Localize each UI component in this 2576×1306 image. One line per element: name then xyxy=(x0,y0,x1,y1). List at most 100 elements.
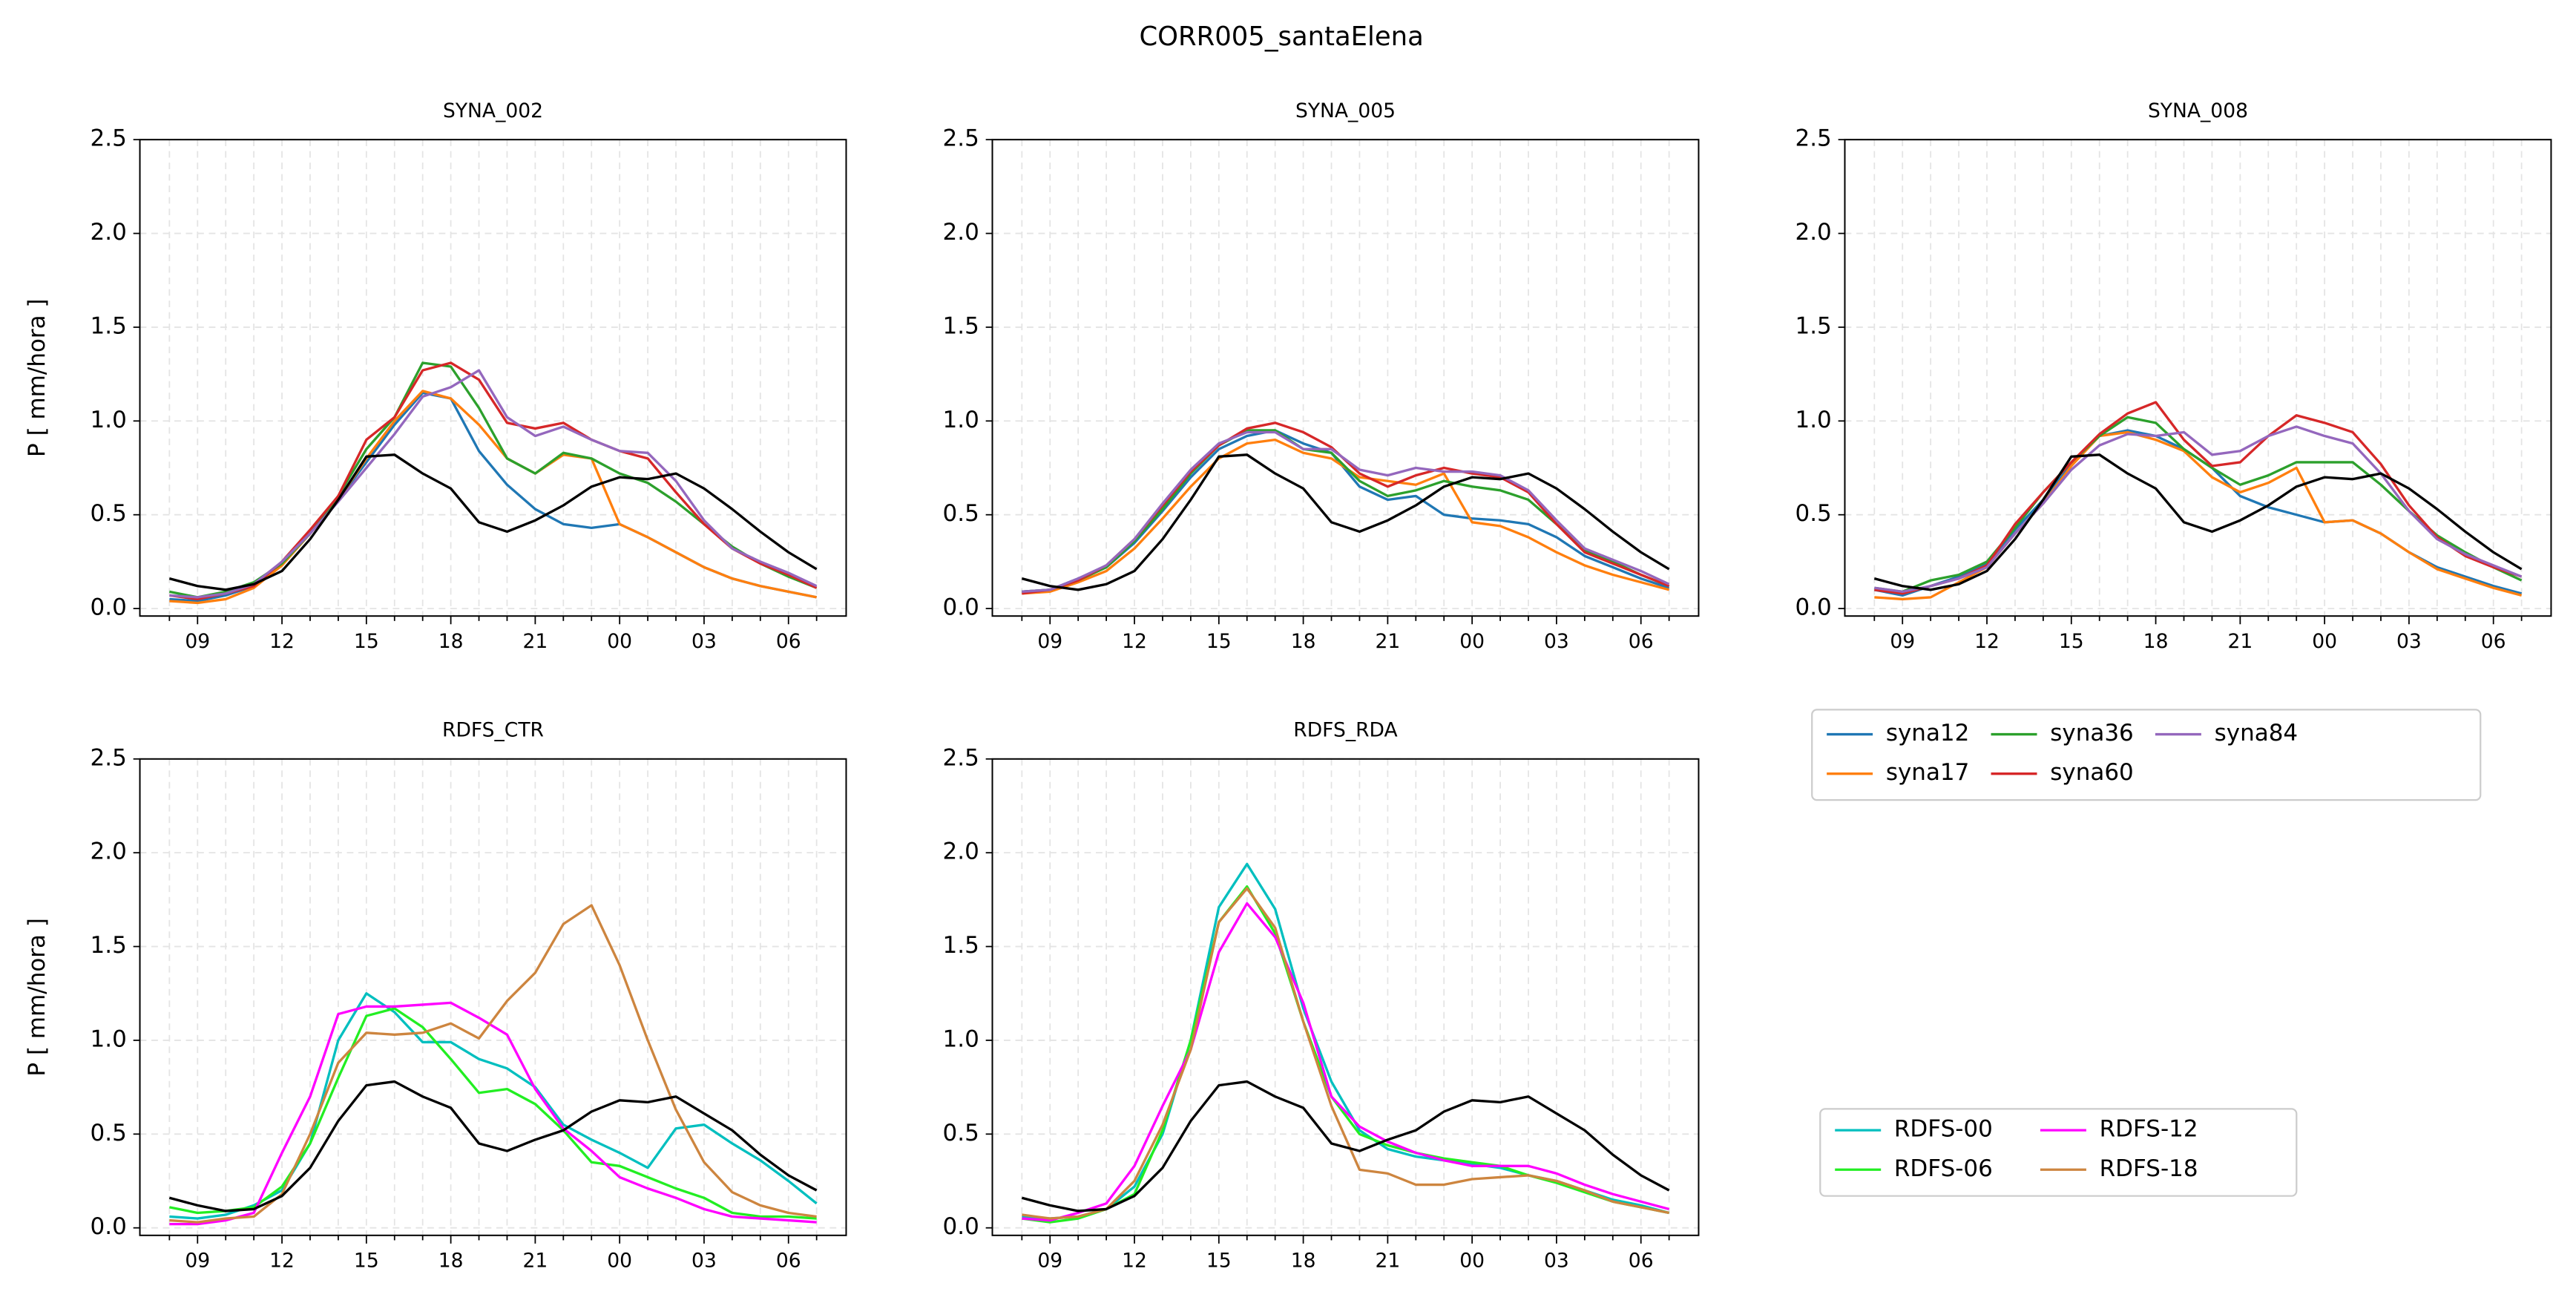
legend-label: syna36 xyxy=(2050,720,2134,746)
legend-label: RDFS-06 xyxy=(1894,1155,1993,1182)
x-tick-label: 06 xyxy=(776,630,801,653)
plot-frame xyxy=(139,139,847,617)
x-tick-label: 12 xyxy=(1122,630,1147,653)
y-axis-label: P [ mm/hora ] xyxy=(24,918,50,1077)
x-tick-label: 15 xyxy=(1206,630,1232,653)
x-tick-label: 00 xyxy=(607,630,632,653)
y-tick-label: 0.0 xyxy=(91,1213,127,1240)
x-tick-label: 06 xyxy=(1629,630,1654,653)
data-line xyxy=(169,1001,817,1226)
legend-label: syna12 xyxy=(1886,720,1970,746)
x-tick-label: 03 xyxy=(691,630,717,653)
plot-frame xyxy=(1844,139,2552,617)
data-line xyxy=(169,992,818,1220)
x-tick-label: 00 xyxy=(607,1250,632,1273)
x-tick-label: 12 xyxy=(1122,1250,1147,1273)
subplot-title: RDFS_RDA xyxy=(1293,719,1397,742)
y-tick-label: 2.0 xyxy=(943,219,979,246)
data-line xyxy=(1022,902,1670,1222)
data-line xyxy=(169,1007,817,1220)
y-tick-label: 2.5 xyxy=(943,125,979,152)
x-tick-label: 03 xyxy=(691,1250,717,1273)
x-tick-label: 09 xyxy=(185,1250,210,1273)
y-tick-label: 1.0 xyxy=(943,407,979,433)
y-tick-label: 2.0 xyxy=(943,839,979,865)
x-tick-label: 12 xyxy=(1974,630,2000,653)
y-tick-label: 1.0 xyxy=(943,1026,979,1052)
y-tick-label: 0.5 xyxy=(943,1120,979,1146)
data-line xyxy=(1021,1080,1670,1213)
subplot-title: SYNA_005 xyxy=(1295,99,1396,122)
plot-frame xyxy=(991,139,1700,617)
x-tick-label: 06 xyxy=(2481,630,2506,653)
x-tick-label: 15 xyxy=(354,1250,379,1273)
legend-label: RDFS-18 xyxy=(2100,1155,2198,1182)
x-tick-label: 12 xyxy=(269,1250,295,1273)
x-tick-label: 21 xyxy=(2227,630,2253,653)
x-tick-label: 18 xyxy=(1291,1250,1316,1273)
y-tick-label: 2.5 xyxy=(91,125,127,152)
x-tick-label: 18 xyxy=(438,1250,464,1273)
y-tick-label: 0.5 xyxy=(943,500,979,527)
x-tick-label: 00 xyxy=(2312,630,2337,653)
legend-box xyxy=(1819,1108,2298,1197)
x-tick-label: 18 xyxy=(1291,630,1316,653)
legend-label: syna17 xyxy=(1886,759,1970,786)
x-tick-label: 03 xyxy=(1544,630,1569,653)
x-tick-label: 18 xyxy=(438,630,464,653)
x-tick-label: 03 xyxy=(1544,1250,1569,1273)
y-tick-label: 1.5 xyxy=(91,932,127,959)
y-tick-label: 1.0 xyxy=(91,1026,127,1052)
legend-label: syna84 xyxy=(2215,720,2299,746)
y-tick-label: 0.0 xyxy=(943,1213,979,1240)
y-tick-label: 0.5 xyxy=(91,1120,127,1146)
data-line xyxy=(1022,430,1670,593)
x-tick-label: 15 xyxy=(354,630,379,653)
plot-frame xyxy=(991,758,1700,1236)
y-axis-label: P [ mm/hora ] xyxy=(24,298,50,457)
x-tick-label: 21 xyxy=(523,630,548,653)
data-line xyxy=(1873,453,2523,591)
y-tick-label: 2.0 xyxy=(91,219,127,246)
data-line xyxy=(1022,885,1669,1224)
legend-box xyxy=(1811,709,2482,801)
x-tick-label: 00 xyxy=(1459,1250,1485,1273)
x-tick-label: 03 xyxy=(2396,630,2422,653)
subplot-title: SYNA_002 xyxy=(443,99,543,122)
x-tick-label: 21 xyxy=(1375,1250,1400,1273)
x-tick-label: 06 xyxy=(1629,1250,1654,1273)
data-line xyxy=(1021,453,1670,591)
data-line xyxy=(168,453,818,591)
y-tick-label: 0.5 xyxy=(1795,500,1831,527)
plot-frame xyxy=(139,758,847,1236)
y-tick-label: 1.0 xyxy=(1795,407,1831,433)
y-tick-label: 1.5 xyxy=(91,312,127,339)
x-tick-label: 18 xyxy=(2143,630,2169,653)
y-tick-label: 2.5 xyxy=(943,744,979,771)
y-tick-label: 2.0 xyxy=(91,839,127,865)
y-tick-label: 2.5 xyxy=(91,744,127,771)
data-line xyxy=(168,1080,818,1213)
y-tick-label: 2.0 xyxy=(1795,219,1831,246)
x-tick-label: 12 xyxy=(269,630,295,653)
subplot-title: RDFS_CTR xyxy=(442,719,544,742)
figure-title: CORR005_santaElena xyxy=(1139,22,1423,52)
legend-label: syna60 xyxy=(2050,759,2134,786)
data-line xyxy=(169,369,818,599)
y-tick-label: 0.0 xyxy=(91,594,127,621)
data-line xyxy=(169,390,817,605)
legend-label: RDFS-00 xyxy=(1894,1116,1993,1143)
x-tick-label: 09 xyxy=(185,630,210,653)
x-tick-label: 09 xyxy=(1890,630,1915,653)
y-tick-label: 1.5 xyxy=(943,312,979,339)
y-tick-label: 0.0 xyxy=(1795,594,1831,621)
x-tick-label: 06 xyxy=(776,1250,801,1273)
x-tick-label: 09 xyxy=(1037,630,1062,653)
x-tick-label: 15 xyxy=(1206,1250,1232,1273)
y-tick-label: 0.0 xyxy=(943,594,979,621)
y-tick-label: 1.5 xyxy=(1795,312,1831,339)
x-tick-label: 21 xyxy=(1375,630,1400,653)
